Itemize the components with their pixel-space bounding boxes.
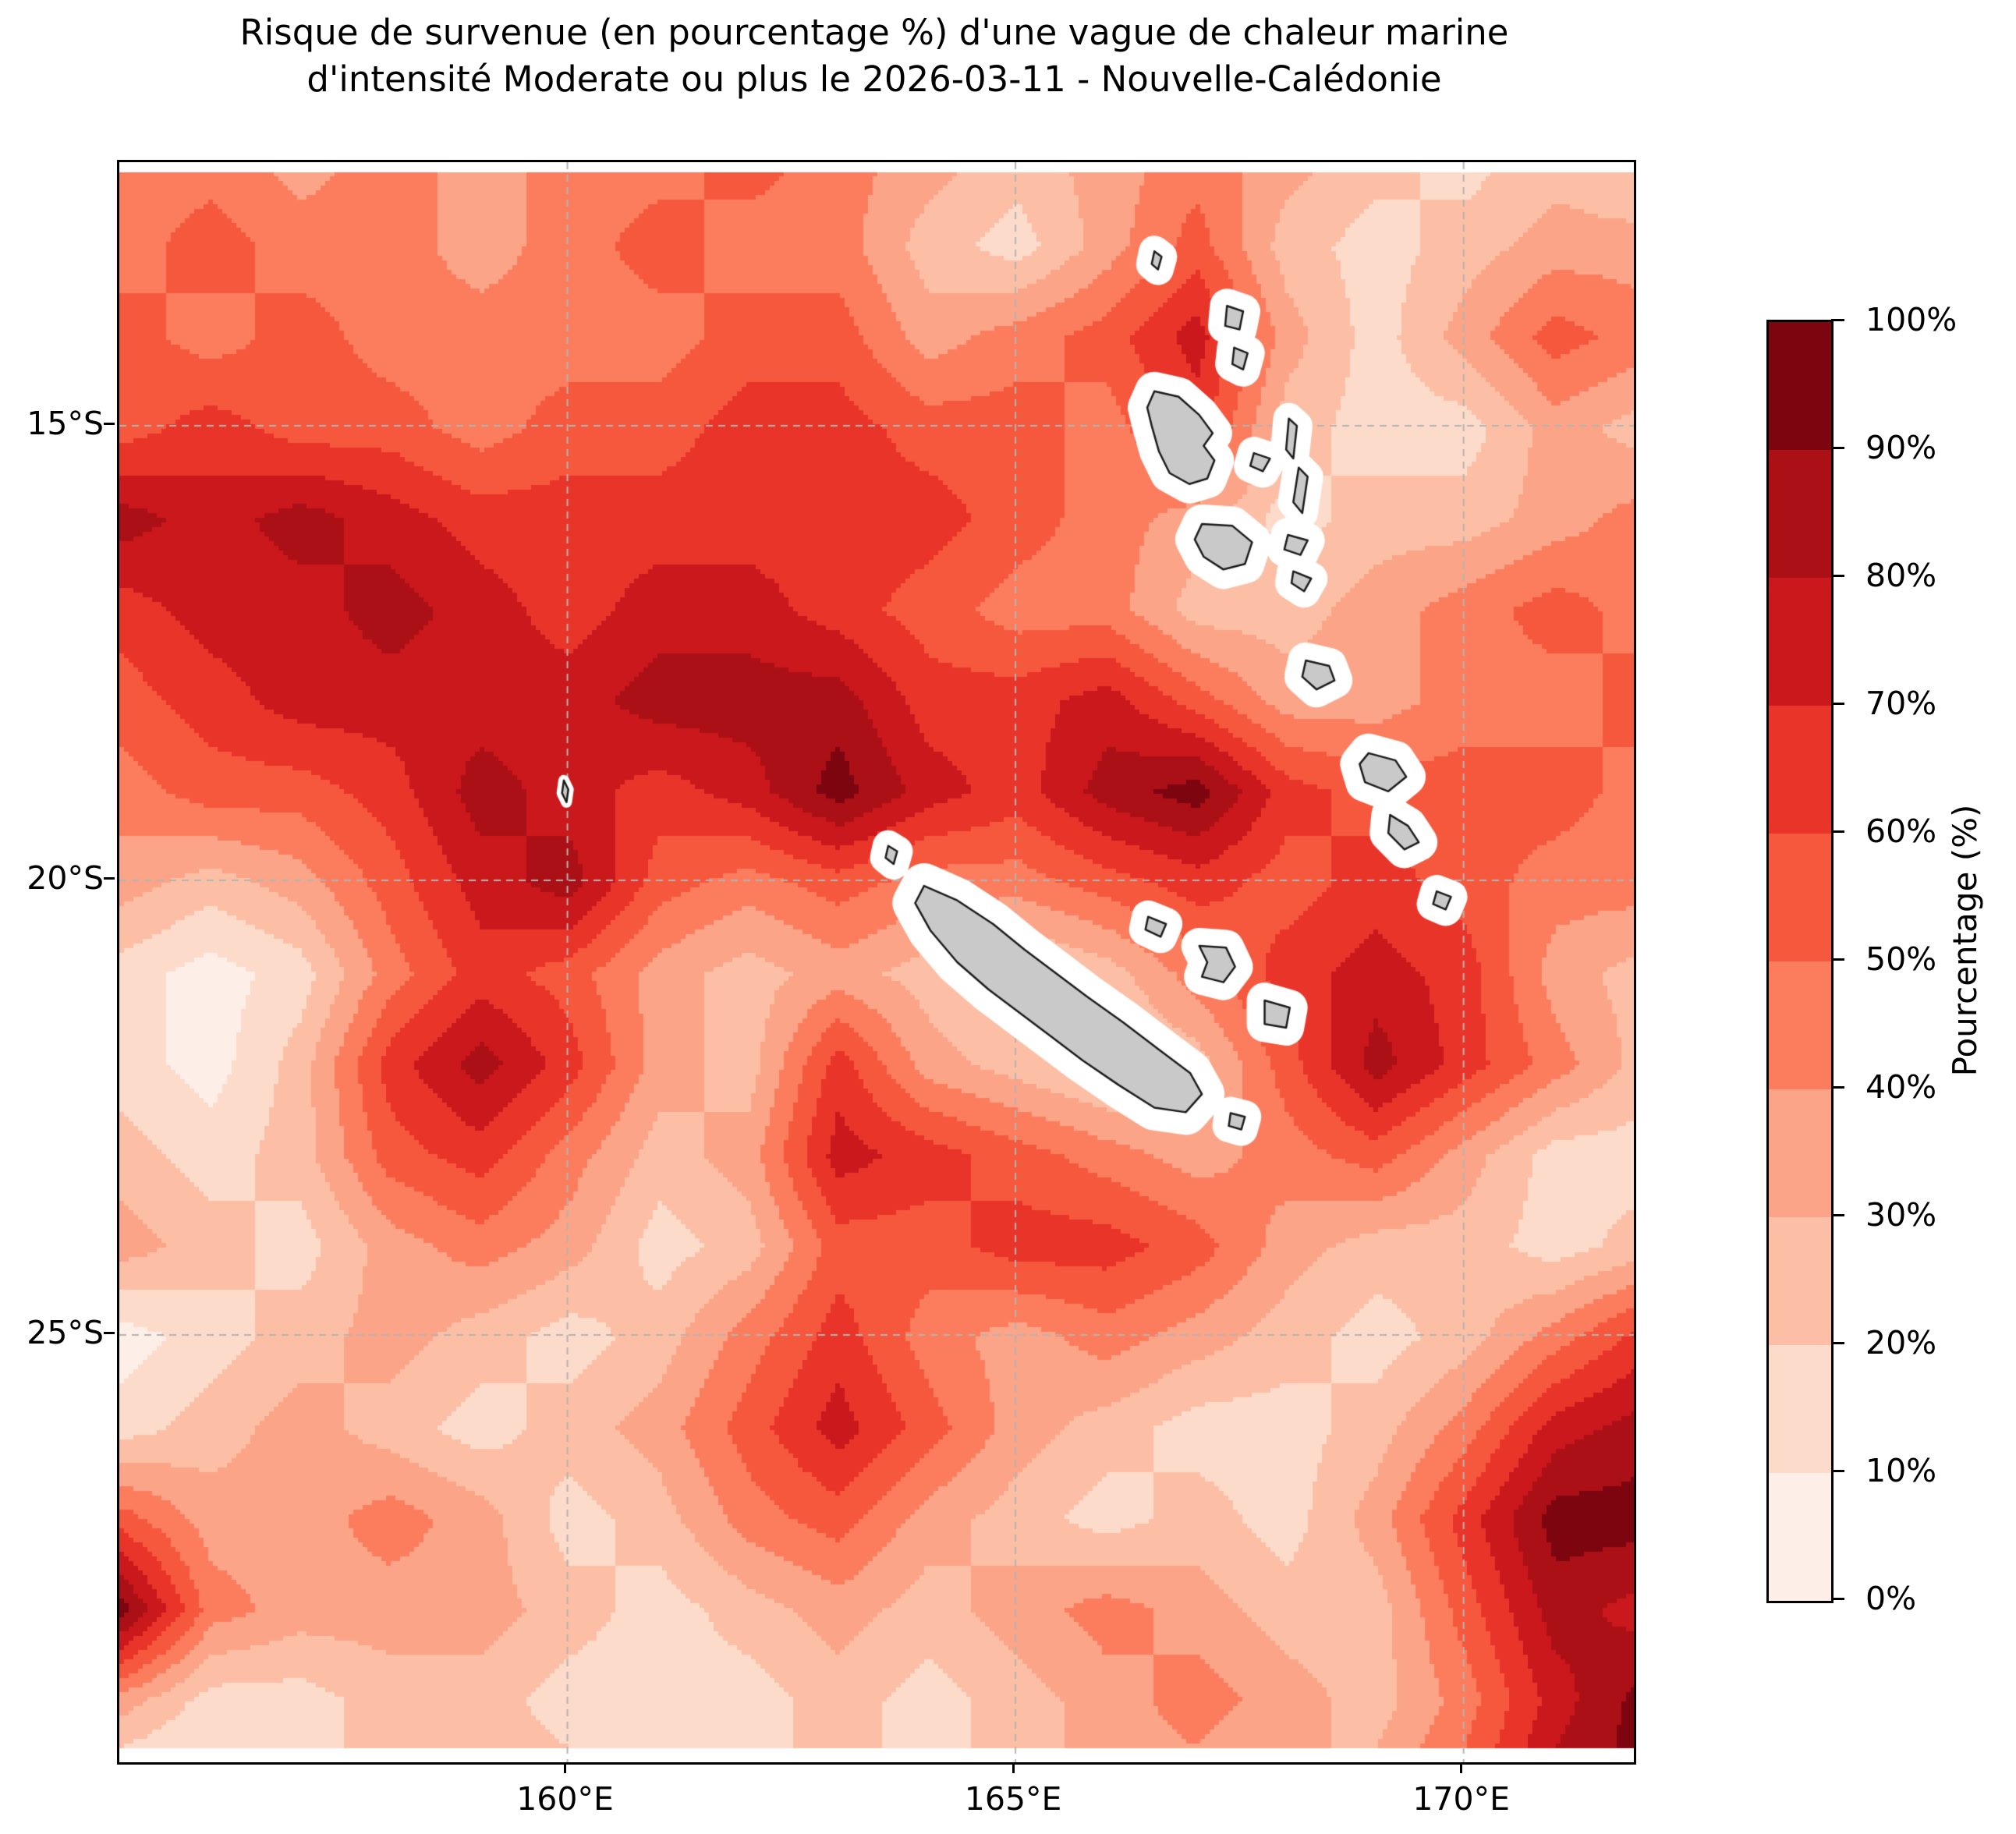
colorbar-tick xyxy=(1831,446,1844,449)
colorbar-tick xyxy=(1831,574,1844,577)
probability-contour-map xyxy=(119,162,1634,1762)
y-axis-tick xyxy=(104,1331,115,1334)
x-axis-tick xyxy=(1012,1762,1015,1773)
colorbar-tick-label: 20% xyxy=(1865,1324,1937,1361)
x-axis-tick xyxy=(564,1762,567,1773)
colorbar-tick-label: 70% xyxy=(1865,685,1937,722)
colorbar-segment-60-70 xyxy=(1769,706,1831,834)
colorbar-segment-80-90 xyxy=(1769,450,1831,578)
chart-title: Risque de survenue (en pourcentage %) d'… xyxy=(117,9,1632,104)
colorbar-tick xyxy=(1831,1213,1844,1216)
y-axis-tick-label: 20°S xyxy=(27,859,104,898)
map-plot-area xyxy=(117,160,1636,1765)
x-axis-tick-label: 160°E xyxy=(516,1780,614,1818)
colorbar-tick-label: 40% xyxy=(1865,1068,1937,1106)
colorbar-tick-label: 80% xyxy=(1865,557,1937,594)
colorbar-tick-label: 90% xyxy=(1865,429,1937,466)
colorbar-tick xyxy=(1831,318,1844,321)
y-axis-tick-label: 25°S xyxy=(27,1314,104,1352)
colorbar-tick xyxy=(1831,1085,1844,1089)
colorbar-tick-label: 0% xyxy=(1865,1580,1917,1617)
colorbar-tick xyxy=(1831,1469,1844,1472)
colorbar-segment-70-80 xyxy=(1769,578,1831,706)
colorbar-axis-label: Pourcentage (%) xyxy=(1946,804,1984,1077)
colorbar-segment-90-100 xyxy=(1769,322,1831,450)
colorbar-segment-0-10 xyxy=(1769,1473,1831,1601)
colorbar-segment-50-60 xyxy=(1769,834,1831,961)
colorbar-segment-30-40 xyxy=(1769,1089,1831,1217)
colorbar-tick xyxy=(1831,1341,1844,1344)
colorbar xyxy=(1766,320,1834,1603)
colorbar-tick-label: 60% xyxy=(1865,813,1937,850)
colorbar-segment-20-30 xyxy=(1769,1217,1831,1345)
y-axis-tick xyxy=(104,422,115,425)
colorbar-tick-label: 100% xyxy=(1865,301,1958,338)
y-axis-tick-label: 15°S xyxy=(27,405,104,443)
chart-title-line1: Risque de survenue (en pourcentage %) d'… xyxy=(239,12,1509,53)
colorbar-tick xyxy=(1831,830,1844,833)
colorbar-tick xyxy=(1831,1597,1844,1600)
x-axis-tick-label: 165°E xyxy=(964,1780,1062,1818)
chart-title-line2: d'intensité Moderate ou plus le 2026-03-… xyxy=(306,58,1442,101)
x-axis-tick xyxy=(1460,1762,1463,1773)
colorbar-tick-label: 30% xyxy=(1865,1196,1937,1234)
colorbar-tick-label: 50% xyxy=(1865,940,1937,978)
colorbar-tick xyxy=(1831,958,1844,961)
colorbar-tick xyxy=(1831,702,1844,705)
x-axis-tick-label: 170°E xyxy=(1412,1780,1510,1818)
colorbar-segment-40-50 xyxy=(1769,961,1831,1089)
y-axis-tick xyxy=(104,876,115,880)
colorbar-tick-label: 10% xyxy=(1865,1452,1937,1489)
colorbar-segment-10-20 xyxy=(1769,1345,1831,1473)
